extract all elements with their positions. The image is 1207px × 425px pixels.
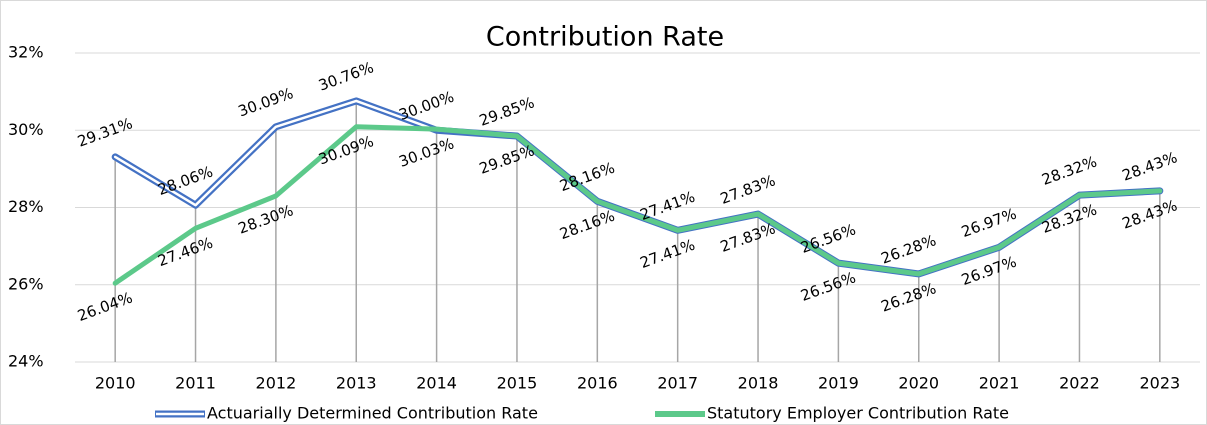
y-tick-label: 30% [8, 120, 44, 139]
series-line [112, 124, 1163, 286]
x-tick-label: 2018 [738, 374, 779, 393]
x-tick-label: 2012 [256, 374, 297, 393]
legend-label: Statutory Employer Contribution Rate [707, 404, 1009, 423]
x-tick-label: 2011 [175, 374, 216, 393]
x-tick-label: 2015 [497, 374, 538, 393]
y-tick-label: 28% [8, 197, 44, 216]
legend-label: Actuarially Determined Contribution Rate [207, 404, 538, 423]
x-tick-label: 2019 [818, 374, 859, 393]
chart-title: Contribution Rate [486, 22, 724, 53]
y-tick-label: 24% [8, 352, 44, 371]
y-tick-label: 26% [8, 274, 44, 293]
x-tick-label: 2021 [979, 374, 1020, 393]
x-tick-label: 2010 [95, 374, 136, 393]
y-tick-label: 32% [8, 43, 44, 62]
x-tick-label: 2016 [577, 374, 618, 393]
x-tick-label: 2020 [898, 374, 939, 393]
x-tick-label: 2023 [1139, 374, 1180, 393]
x-tick-label: 2017 [657, 374, 698, 393]
x-tick-label: 2013 [336, 374, 377, 393]
x-tick-label: 2022 [1059, 374, 1100, 393]
x-tick-label: 2014 [416, 374, 457, 393]
